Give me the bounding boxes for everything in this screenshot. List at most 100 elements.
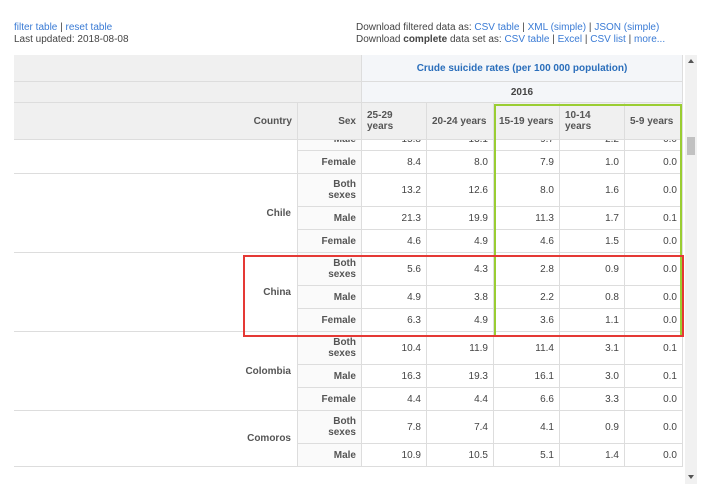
- value-cell: 7.4: [427, 411, 494, 444]
- value-cell: 0.0: [625, 151, 683, 174]
- value-cell: 3.8: [427, 286, 494, 309]
- value-cell: 8.0: [427, 151, 494, 174]
- value-cell: 1.0: [560, 151, 625, 174]
- value-cell: 0.1: [625, 207, 683, 230]
- column-header: 5-9 years: [625, 103, 683, 140]
- column-header: Sex: [298, 103, 362, 140]
- separator: |: [60, 22, 63, 33]
- value-cell: 10.9: [362, 444, 427, 467]
- download-label: data set as:: [449, 34, 502, 45]
- value-cell: 6.6: [494, 388, 560, 411]
- value-cell: 0.0: [625, 388, 683, 411]
- table-body: Male15.813.19.72.20.0Female8.48.07.91.00…: [0, 140, 685, 484]
- value-cell: 2.8: [494, 253, 560, 286]
- value-cell: 8.4: [362, 151, 427, 174]
- scroll-up[interactable]: [688, 59, 694, 63]
- value-cell: 19.3: [427, 365, 494, 388]
- download-label: Download: [356, 34, 401, 45]
- filter-link[interactable]: filter table: [14, 22, 58, 33]
- download-link[interactable]: more...: [634, 34, 666, 45]
- value-cell: 4.9: [427, 230, 494, 253]
- table-controls: filter table | reset table Last updated:…: [14, 22, 129, 46]
- value-cell: 4.4: [427, 388, 494, 411]
- value-cell: 1.5: [560, 230, 625, 253]
- column-header: Country: [14, 103, 298, 140]
- year-header: 2016: [362, 82, 683, 103]
- sex-label: Female: [298, 230, 362, 253]
- value-cell: 0.1: [625, 332, 683, 365]
- separator: |: [584, 34, 588, 45]
- value-cell: 8.0: [494, 174, 560, 207]
- sex-label: Female: [298, 151, 362, 174]
- value-cell: 3.0: [560, 365, 625, 388]
- value-cell: 4.4: [362, 388, 427, 411]
- value-cell: 3.1: [560, 332, 625, 365]
- sex-label: Male: [298, 207, 362, 230]
- value-cell: 5.1: [494, 444, 560, 467]
- column-header: 15-19 years: [494, 103, 560, 140]
- download-link[interactable]: Excel: [557, 34, 583, 45]
- value-cell: 0.0: [625, 444, 683, 467]
- download-label: Download filtered data as:: [356, 22, 472, 33]
- value-cell: 3.6: [494, 309, 560, 332]
- sex-label: Female: [298, 388, 362, 411]
- value-cell: 7.8: [362, 411, 427, 444]
- value-cell: 4.3: [427, 253, 494, 286]
- table-title: Crude suicide rates (per 100 000 populat…: [362, 55, 683, 82]
- column-header: 20-24 years: [427, 103, 494, 140]
- last-updated: Last updated: 2018-08-08: [14, 34, 129, 45]
- header-blank: [14, 55, 362, 82]
- sex-label: Male: [298, 286, 362, 309]
- separator: |: [588, 22, 592, 33]
- download-link[interactable]: CSV table: [504, 34, 550, 45]
- column-header: 25-29 years: [362, 103, 427, 140]
- value-cell: 0.8: [560, 286, 625, 309]
- value-cell: 15.8: [362, 140, 427, 151]
- value-cell: 6.3: [362, 309, 427, 332]
- value-cell: 4.1: [494, 411, 560, 444]
- sex-label: Both sexes: [298, 253, 362, 286]
- value-cell: 16.1: [494, 365, 560, 388]
- scroll-down[interactable]: [688, 475, 694, 479]
- download-link[interactable]: CSV table: [474, 22, 520, 33]
- value-cell: 13.1: [427, 140, 494, 151]
- value-cell: 1.6: [560, 174, 625, 207]
- value-cell: 0.1: [625, 365, 683, 388]
- value-cell: 4.9: [362, 286, 427, 309]
- scroll-thumb[interactable]: [687, 137, 695, 155]
- red-highlight: [243, 255, 684, 337]
- sex-label: Female: [298, 309, 362, 332]
- value-cell: 13.2: [362, 174, 427, 207]
- download-link[interactable]: CSV list: [590, 34, 626, 45]
- country-label: Chile: [14, 174, 298, 253]
- separator: |: [628, 34, 632, 45]
- reset-link[interactable]: reset table: [65, 22, 113, 33]
- value-cell: 19.9: [427, 207, 494, 230]
- value-cell: 4.6: [494, 230, 560, 253]
- country-label: Comoros: [14, 411, 298, 467]
- country-label: China: [14, 253, 298, 332]
- value-cell: 0.9: [560, 253, 625, 286]
- value-cell: 0.9: [560, 411, 625, 444]
- value-cell: 4.9: [427, 309, 494, 332]
- value-cell: 2.2: [560, 140, 625, 151]
- country-label: [14, 140, 298, 174]
- value-cell: 0.0: [625, 411, 683, 444]
- value-cell: 0.0: [625, 174, 683, 207]
- download-link[interactable]: XML (simple): [527, 22, 587, 33]
- value-cell: 9.7: [494, 140, 560, 151]
- value-cell: 0.0: [625, 230, 683, 253]
- download-emphasis: complete: [403, 34, 448, 45]
- sex-label: Male: [298, 365, 362, 388]
- header-blank: [14, 82, 362, 103]
- sex-label: Male: [298, 444, 362, 467]
- sex-label: Both sexes: [298, 332, 362, 365]
- value-cell: 4.6: [362, 230, 427, 253]
- sex-label: Both sexes: [298, 411, 362, 444]
- separator: |: [552, 34, 555, 45]
- download-link[interactable]: JSON (simple): [594, 22, 660, 33]
- country-label: Colombia: [14, 332, 298, 411]
- scrollbar[interactable]: [685, 55, 697, 484]
- value-cell: 16.3: [362, 365, 427, 388]
